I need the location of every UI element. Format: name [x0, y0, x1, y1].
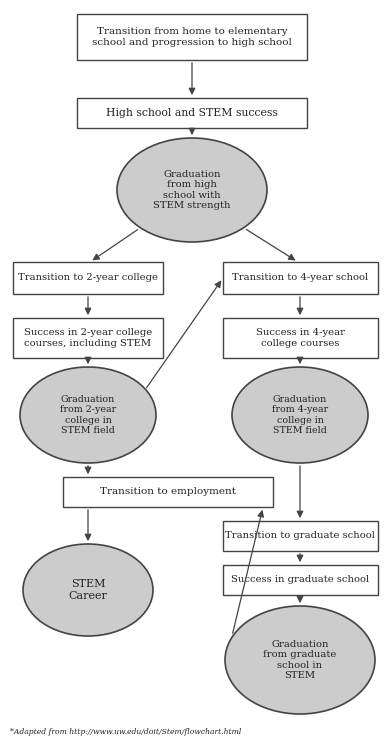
FancyBboxPatch shape: [63, 477, 273, 507]
Text: Success in 2-year college
courses, including STEM: Success in 2-year college courses, inclu…: [24, 328, 152, 348]
Text: Graduation
from 4-year
college in
STEM field: Graduation from 4-year college in STEM f…: [272, 395, 328, 435]
Text: Success in graduate school: Success in graduate school: [231, 575, 369, 584]
Text: Success in 4-year
college courses: Success in 4-year college courses: [256, 328, 345, 348]
Text: Transition to employment: Transition to employment: [100, 488, 236, 496]
FancyBboxPatch shape: [77, 14, 307, 60]
FancyBboxPatch shape: [223, 262, 378, 294]
Ellipse shape: [23, 544, 153, 636]
Ellipse shape: [117, 138, 267, 242]
Text: Transition to 4-year school: Transition to 4-year school: [232, 274, 368, 283]
FancyBboxPatch shape: [223, 318, 378, 358]
Text: Graduation
from high
school with
STEM strength: Graduation from high school with STEM st…: [153, 170, 231, 210]
Ellipse shape: [232, 367, 368, 463]
Text: Graduation
from graduate
school in
STEM: Graduation from graduate school in STEM: [263, 640, 337, 680]
Text: High school and STEM success: High school and STEM success: [106, 108, 278, 118]
Text: *Adapted from http://www.uw.edu/doit/Stem/flowchart.html: *Adapted from http://www.uw.edu/doit/Ste…: [10, 728, 241, 736]
Text: Transition to graduate school: Transition to graduate school: [225, 532, 375, 541]
Text: Graduation
from 2-year
college in
STEM field: Graduation from 2-year college in STEM f…: [60, 395, 116, 435]
Ellipse shape: [20, 367, 156, 463]
Text: STEM
Career: STEM Career: [69, 579, 107, 601]
FancyBboxPatch shape: [77, 98, 307, 128]
Text: Transition from home to elementary
school and progression to high school: Transition from home to elementary schoo…: [92, 27, 292, 46]
FancyBboxPatch shape: [223, 521, 378, 551]
FancyBboxPatch shape: [13, 262, 163, 294]
FancyBboxPatch shape: [13, 318, 163, 358]
FancyBboxPatch shape: [223, 565, 378, 595]
Text: Transition to 2-year college: Transition to 2-year college: [18, 274, 158, 283]
Ellipse shape: [225, 606, 375, 714]
